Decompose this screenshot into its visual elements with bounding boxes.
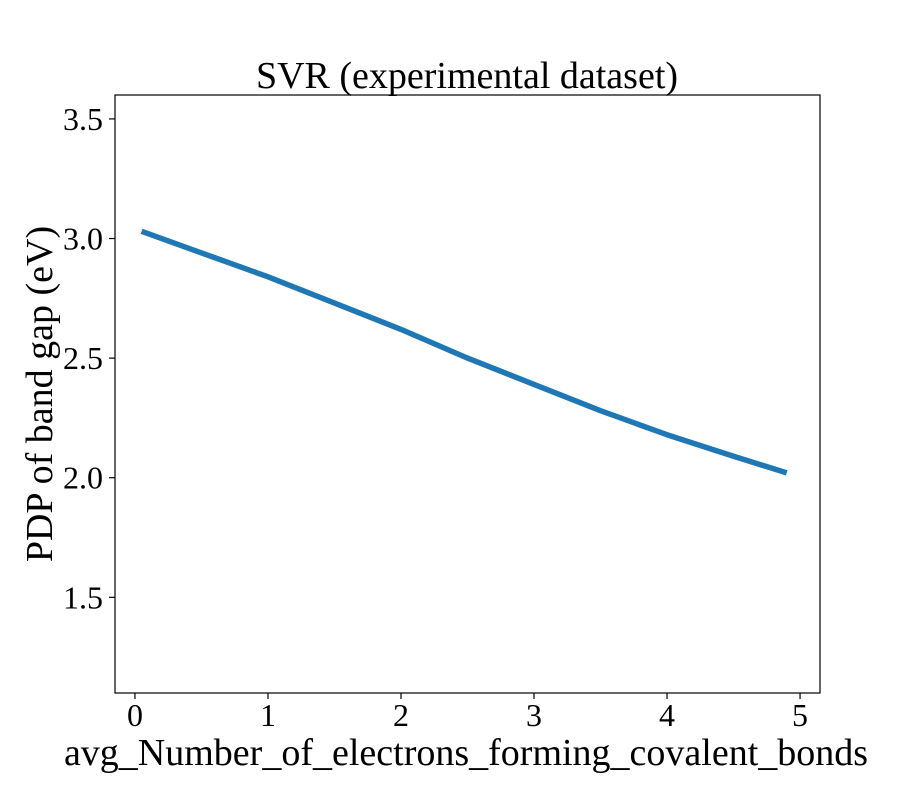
y-axis-label: PDP of band gap (eV) — [19, 226, 61, 562]
y-tick-label: 1.5 — [63, 579, 103, 615]
x-tick-label: 3 — [526, 697, 542, 733]
y-tick-label: 3.5 — [63, 101, 103, 137]
chart-title: SVR (experimental dataset) — [256, 55, 678, 97]
y-tick-label: 2.5 — [63, 340, 103, 376]
x-axis-label: avg_Number_of_electrons_forming_covalent… — [64, 732, 868, 774]
x-tick-label: 4 — [659, 697, 675, 733]
x-tick-label: 1 — [260, 697, 276, 733]
plot-frame — [114, 94, 821, 694]
series-layer — [140, 228, 788, 476]
y-tick-label: 3.0 — [63, 221, 103, 257]
x-tick-label: 2 — [393, 697, 409, 733]
x-tick-label: 0 — [127, 697, 143, 733]
x-tick-label: 5 — [792, 697, 808, 733]
y-tick-label: 2.0 — [63, 460, 103, 496]
ticks-layer: 0 1 2 3 4 5 1.5 2.0 2.5 3.0 3.5 — [63, 101, 808, 733]
series-line — [140, 228, 788, 476]
